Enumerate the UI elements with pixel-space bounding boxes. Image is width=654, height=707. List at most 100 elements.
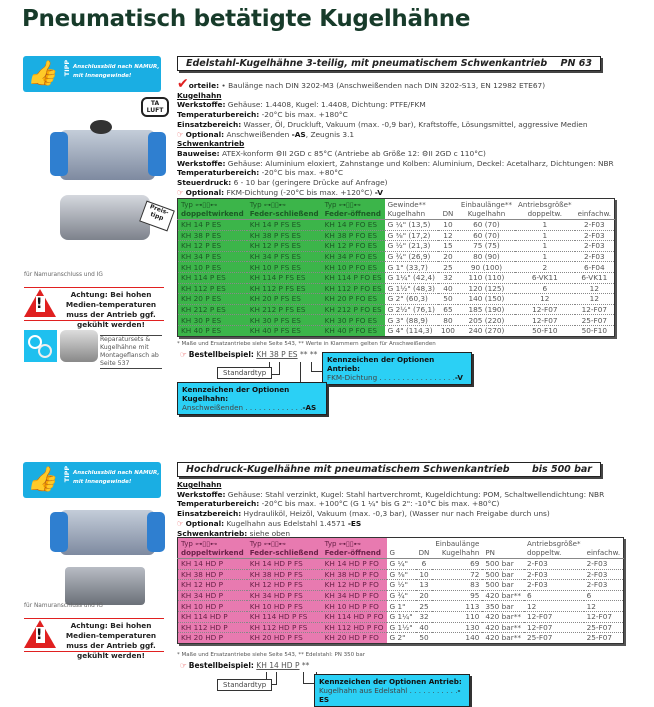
- table-cell: 130: [432, 622, 483, 634]
- table-cell: 12-F07: [583, 611, 624, 623]
- table-cell: G ¾" (26,9): [384, 251, 438, 263]
- table-cell: G ¾": [386, 590, 416, 602]
- table-row: KH 14 HD P KH 14 HD P FS KH 14 HD P FO G ¼"…: [177, 558, 624, 570]
- tipp-message: Anschlussbild nach NAMUR,: [73, 470, 160, 476]
- thumbs-up-icon: 👍: [27, 59, 57, 87]
- table-cell: 40: [415, 622, 433, 634]
- table-cell: KH 112 HD P: [177, 622, 247, 634]
- table-cell: KH 14 HD P: [177, 558, 247, 570]
- repair-link[interactable]: Reparatursets & Kugelhähne mit Montagefl…: [100, 335, 162, 369]
- table-cell: KH 12 HD P: [177, 579, 247, 591]
- option-code: -ES: [347, 518, 362, 528]
- table-cell: KH 14 HD P FO: [321, 558, 387, 570]
- section-header: Hochdruck-Kugelhähne mit pneumatischem S…: [177, 462, 601, 477]
- header-bottom: doppeltw.: [527, 548, 562, 557]
- column-header: Typ ⊶▯▯⊷ Feder-öffnend: [321, 198, 385, 220]
- table-cell: 75 (75): [457, 240, 515, 252]
- table-row: KH 14 P ES KH 14 P FS ES KH 14 P FO ES G ¼"…: [177, 219, 615, 231]
- namur-caption: für Namuranschluss und IG: [24, 603, 103, 609]
- table-cell: 420 bar**: [482, 622, 525, 634]
- table-cell: 80: [437, 314, 458, 326]
- namur-caption: für Namuranschluss und IG: [24, 272, 103, 278]
- table-cell: 20: [437, 251, 458, 263]
- table-row: KH 212 P ES KH 212 P FS ES KH 212 P FO ES G…: [177, 304, 615, 316]
- option-code: -AS: [302, 403, 317, 412]
- order-example-value: KH 38 P ES: [256, 350, 298, 359]
- table-cell: 110 (110): [457, 272, 515, 284]
- table-cell: 83: [432, 579, 483, 591]
- table-cell: KH 30 P FO ES: [321, 314, 385, 326]
- pointing-hand-icon: ☞: [177, 187, 184, 197]
- footnote: * Maße und Ersatzantriebe siehe Seite 54…: [177, 652, 365, 658]
- table-cell: 100: [437, 325, 458, 337]
- table-cell: 12: [524, 600, 584, 612]
- optional-label: Optional:: [185, 518, 225, 528]
- table-cell: 2-F03: [583, 558, 624, 570]
- table-cell: KH 30 P ES: [177, 314, 247, 326]
- subheading: Kugelhahn: [177, 480, 222, 489]
- table-cell: KH 12 HD P FO: [321, 579, 387, 591]
- options-box-kugelhahn: Kennzeichen der Optionen Kugelhahn: Ansc…: [177, 382, 327, 415]
- table-row: KH 38 P ES KH 38 P FS ES KH 38 P FO ES G ⅜"…: [177, 230, 615, 242]
- table-cell: 12-F07: [515, 304, 575, 316]
- table-row: KH 12 P ES KH 12 P FS ES KH 12 P FO ES G ½"…: [177, 240, 615, 252]
- table-cell: KH 12 P FS ES: [246, 240, 322, 252]
- table-cell: G ¼": [386, 558, 416, 570]
- table-cell: 1: [515, 240, 575, 252]
- table-cell: KH 112 P ES: [177, 283, 247, 295]
- table-header-row: Typ ⊶▯▯⊷ doppeltwirkend Typ ⊶▯▯⊷ Feder-schl…: [177, 537, 624, 559]
- spec-label: Temperaturbereich:: [177, 110, 260, 120]
- product-table-1: Typ ⊶▯▯⊷ doppeltwirkend Typ ⊶▯▯⊷ Feder-schl…: [177, 198, 616, 337]
- warning-box: Achtung: Bei hohen Medien-temperaturen m…: [24, 618, 164, 660]
- table-cell: KH 34 P FS ES: [246, 251, 322, 263]
- table-cell: 12: [437, 230, 458, 242]
- table-cell: 240 (270): [457, 325, 515, 337]
- table-cell: KH 212 P FO ES: [321, 304, 385, 316]
- column-header: DN: [415, 537, 433, 559]
- column-header: G: [386, 537, 416, 559]
- spec-label: Einsatzbereich:: [177, 119, 242, 129]
- options-item: Anschweißenden . . . . . . . . . . . . .: [182, 403, 303, 412]
- table-cell: 32: [437, 272, 458, 284]
- tipp-label: TIPP: [63, 465, 72, 483]
- spec-value: ATEX-konform ⚙II 2GD c 85°C (Antriebe ab…: [221, 148, 486, 158]
- spec-value: 6 - 10 bar (geringere Drücke auf Anfrage…: [233, 178, 388, 188]
- optional-label: Optional:: [185, 129, 225, 139]
- header-top: Einbaulänge**: [460, 200, 512, 209]
- header-bottom: einfachw.: [577, 209, 612, 218]
- table-cell: 15: [437, 240, 458, 252]
- table-cell: KH 30 P FS ES: [246, 314, 322, 326]
- table-cell: KH 12 P FO ES: [321, 240, 385, 252]
- options-title: Kennzeichen der Optionen Antrieb:: [327, 355, 435, 373]
- table-cell: 25-F07: [583, 632, 624, 644]
- table-cell: 10: [415, 569, 433, 581]
- table-cell: 500 bar: [482, 558, 525, 570]
- tipp-message: mit Innengewinde!: [73, 73, 132, 79]
- table-cell: KH 212 P ES: [177, 304, 247, 316]
- table-row: KH 112 P ES KH 112 P FS ES KH 112 P FO ES G…: [177, 283, 615, 295]
- table-cell: G 2" (60,3): [384, 293, 438, 305]
- table-cell: 25-F07: [574, 314, 615, 326]
- table-cell: 6-VK11: [515, 272, 575, 284]
- table-cell: 6: [515, 283, 575, 295]
- header-bottom: Feder-schließend: [249, 209, 319, 218]
- table-cell: G 1½" (48,3): [384, 283, 438, 295]
- spec-block-2: Kugelhahn Werkstoffe: Gehäuse: Stahl ver…: [177, 480, 607, 538]
- table-cell: 12: [574, 293, 615, 305]
- spec-value: Gehäuse: Aluminium eloxiert, Zahnstange …: [227, 158, 614, 168]
- table-cell: G ½" (21,3): [384, 240, 438, 252]
- table-cell: 50: [437, 293, 458, 305]
- table-cell: 2-F03: [574, 251, 615, 263]
- order-example-suffix: **: [301, 661, 310, 670]
- header-top: Typ: [249, 539, 262, 548]
- table-cell: 60 (70): [457, 230, 515, 242]
- actuator-symbol-icon: ⊶▯▯⊷: [263, 200, 286, 209]
- option-code: -ES: [319, 686, 461, 704]
- spec-label: Werkstoffe:: [177, 489, 226, 499]
- table-cell: 420 bar**: [482, 590, 525, 602]
- vorteile-text: • Baulänge nach DIN 3202-M3 (Anschweißen…: [221, 81, 546, 90]
- table-cell: KH 38 HD P: [177, 569, 247, 581]
- table-cell: G 3" (88,9): [384, 314, 438, 326]
- spec-label: Bauweise:: [177, 148, 220, 158]
- tipp-box: 👍 TIPP Anschlussbild nach NAMUR, mit Inne…: [23, 56, 161, 92]
